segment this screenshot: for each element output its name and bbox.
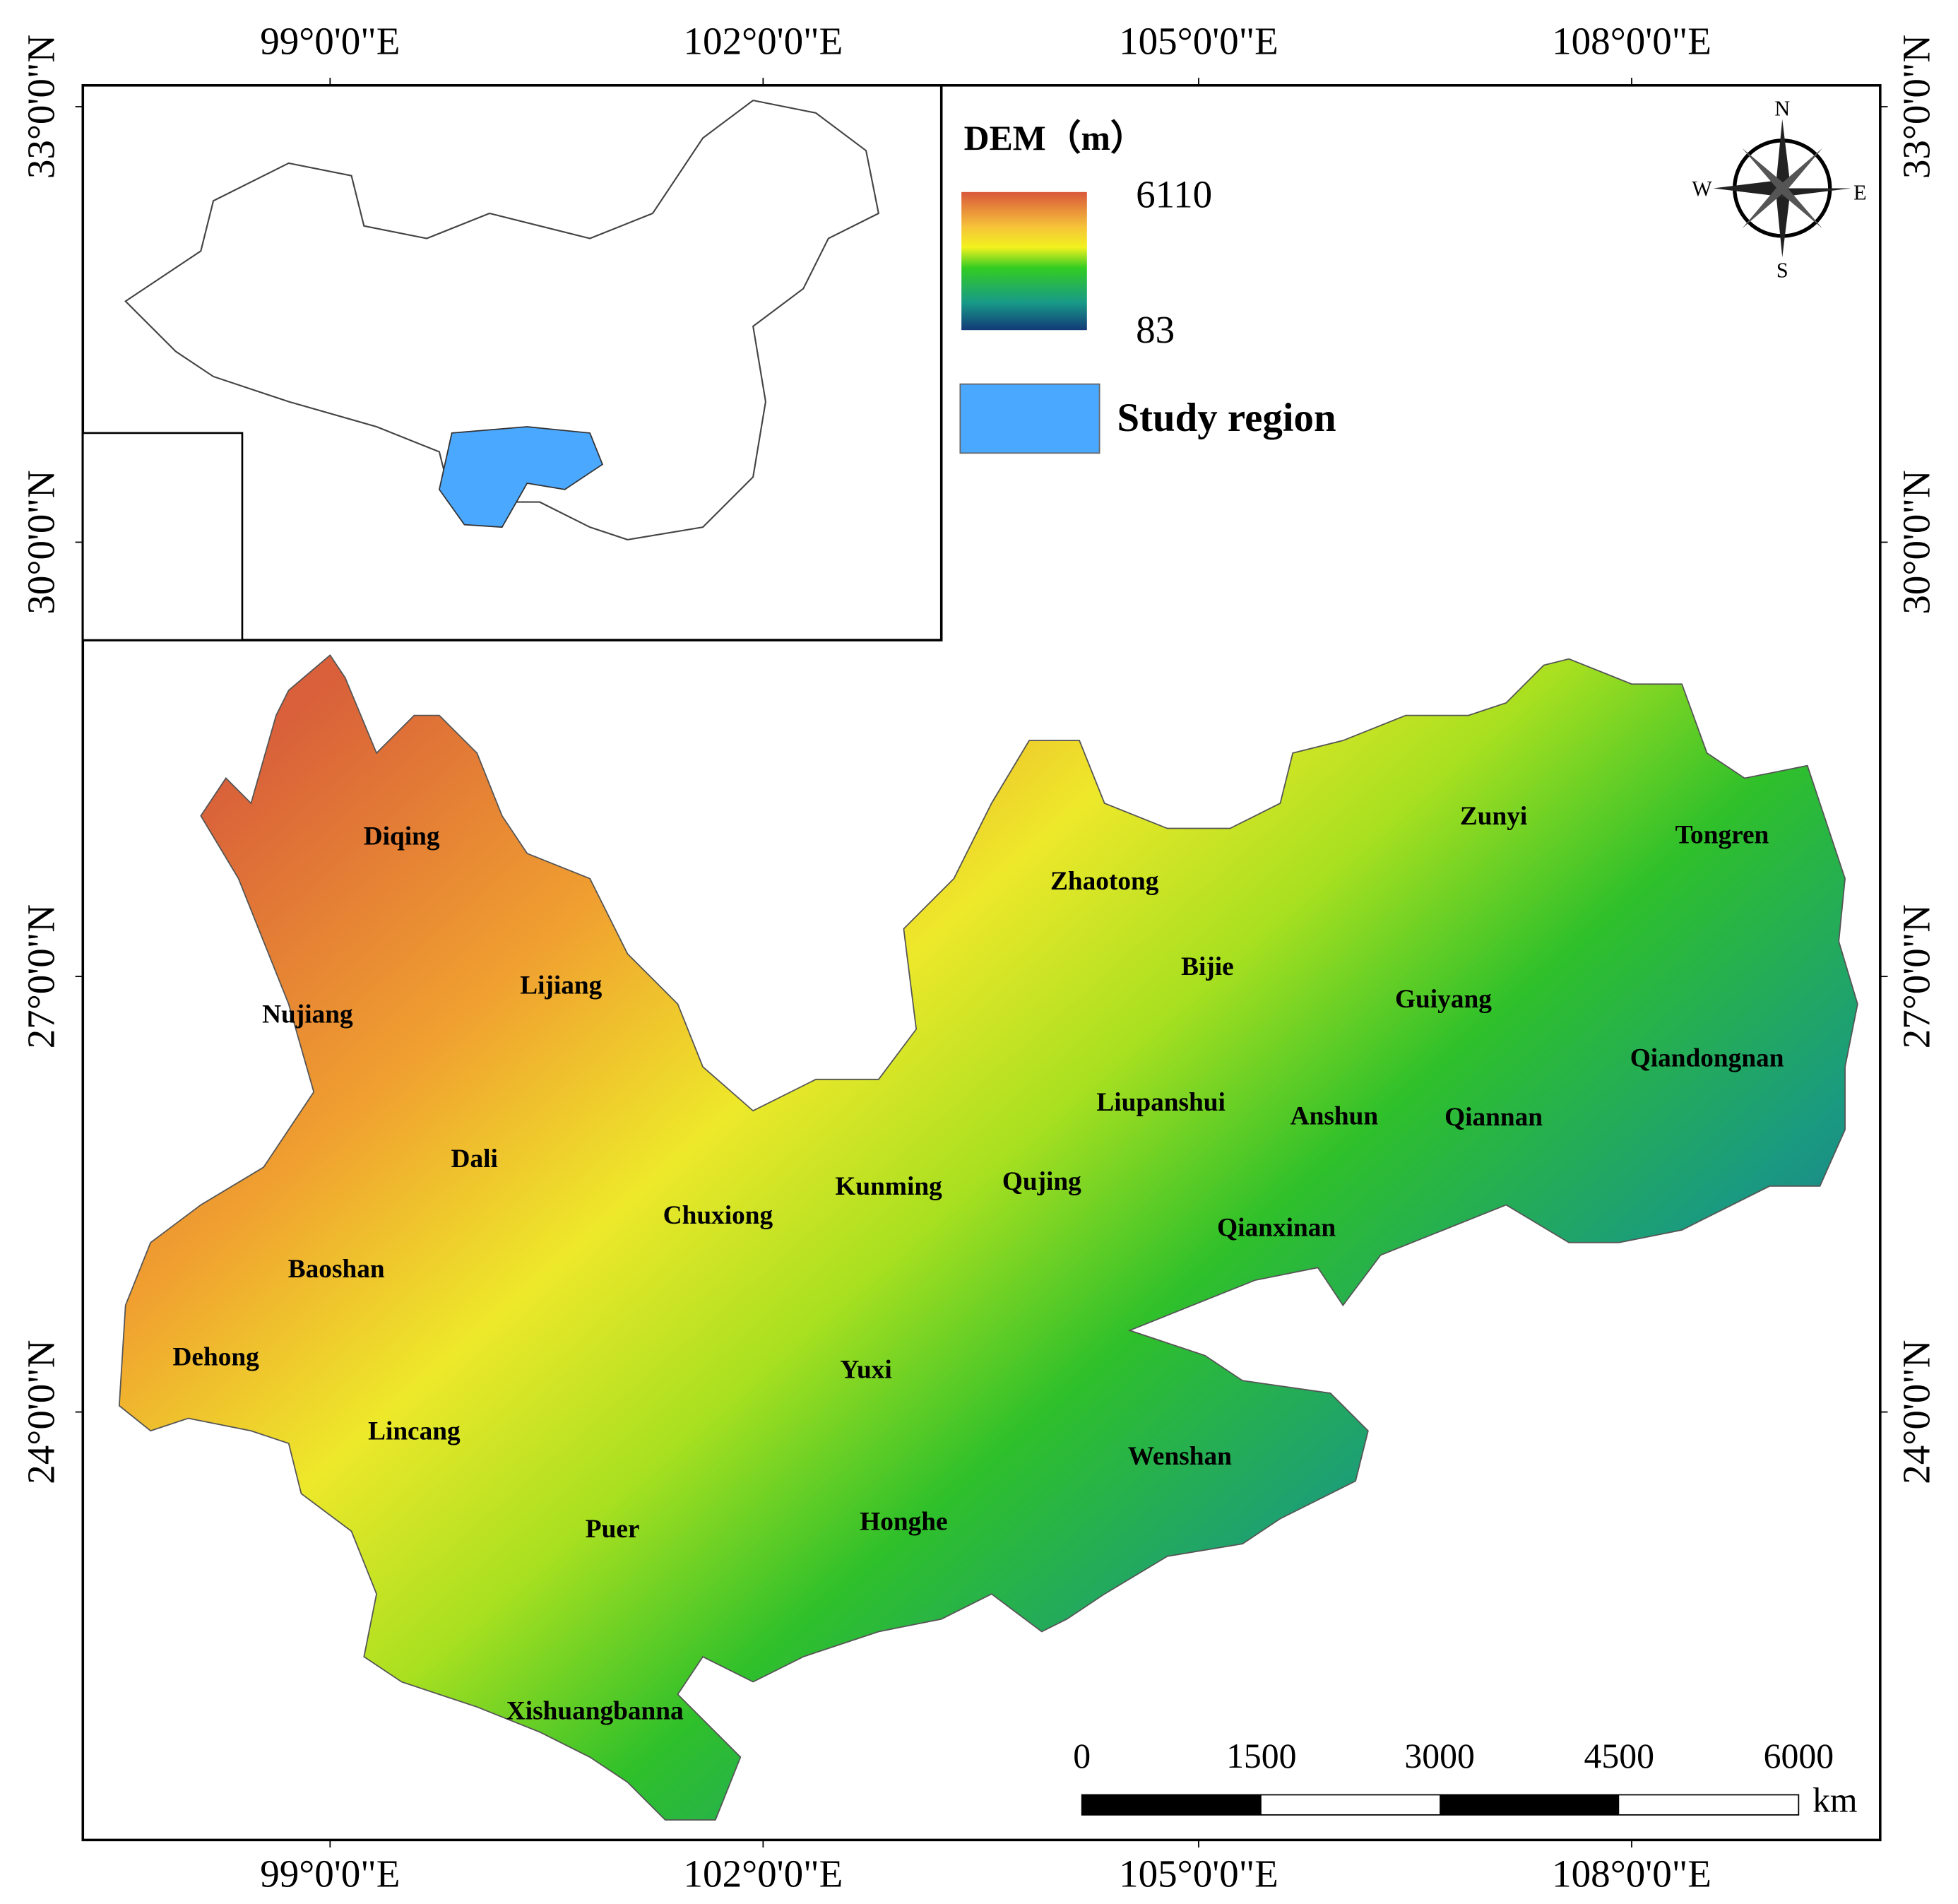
compass-needle (1774, 119, 1790, 258)
region-label: Nujiang (262, 1000, 353, 1029)
region-label: Tongren (1675, 821, 1769, 850)
lat-label-right: 27°0'0"N (1894, 904, 1938, 1048)
lat-label-right: 30°0'0"N (1894, 470, 1938, 614)
legend-min: 83 (1136, 308, 1175, 351)
region-label: Yuxi (840, 1355, 891, 1384)
inset-south-sea (81, 432, 244, 641)
lon-label-top: 99°0'0"E (260, 20, 400, 63)
region-label: Qianxinan (1217, 1214, 1336, 1243)
map-frame (81, 84, 1882, 1842)
scale-tick-label: 3000 (1404, 1737, 1474, 1775)
lat-label-right: 33°0'0"N (1894, 35, 1938, 179)
legend-study: Study region (1117, 396, 1336, 440)
lat-label-right: 24°0'0"N (1894, 1340, 1938, 1484)
region-label: Dehong (172, 1343, 259, 1372)
scale-tick-label: 1500 (1226, 1737, 1296, 1775)
region-label: Zunyi (1460, 802, 1527, 831)
region-label: Puer (586, 1515, 640, 1544)
scale-unit: km (1812, 1780, 1858, 1819)
lon-label-bottom: 102°0'0"E (683, 1852, 843, 1895)
region-label: Qiannan (1444, 1103, 1543, 1132)
study-swatch (959, 383, 1100, 454)
compass-w: W (1692, 177, 1712, 201)
compass-n: N (1774, 96, 1790, 120)
scale-segment (1440, 1794, 1620, 1815)
lat-label-left: 30°0'0"N (20, 470, 63, 614)
region-label: Dali (451, 1145, 498, 1173)
region-label: Lijiang (520, 971, 602, 1000)
region-label: Guiyang (1395, 985, 1492, 1014)
dem-ramp (961, 191, 1087, 331)
region-label: Lincang (368, 1417, 461, 1445)
compass-s: S (1776, 258, 1788, 282)
scale-tick-label: 0 (1073, 1737, 1091, 1775)
lon-label-top: 108°0'0"E (1552, 20, 1711, 63)
lon-label-top: 105°0'0"E (1119, 20, 1278, 63)
scale-segment (1081, 1794, 1262, 1815)
region-label: Diqing (364, 822, 440, 851)
compass (1713, 119, 1851, 258)
lon-label-bottom: 99°0'0"E (260, 1852, 400, 1895)
region-label: Wenshan (1128, 1442, 1232, 1471)
study-region (438, 426, 604, 528)
scale-tick-label: 4500 (1584, 1737, 1654, 1775)
region-label: Chuxiong (663, 1201, 773, 1230)
scale-tick-label: 6000 (1764, 1737, 1834, 1775)
china-outline (124, 99, 880, 541)
legend-max: 6110 (1136, 172, 1212, 215)
legend-title: DEM（m） (964, 119, 1146, 158)
terrain (118, 654, 1858, 1821)
region-label: Zhaotong (1050, 867, 1159, 896)
region-label: Bijie (1181, 952, 1234, 981)
region-label: Honghe (860, 1507, 947, 1536)
lat-label-left: 33°0'0"N (20, 35, 63, 179)
region-label: Qiandongnan (1630, 1044, 1784, 1073)
compass-needle (1742, 148, 1823, 229)
lat-label-left: 24°0'0"N (20, 1340, 63, 1484)
region-label: Qujing (1002, 1167, 1081, 1196)
region-label: Anshun (1290, 1101, 1379, 1130)
region-label: Xishuangbanna (506, 1697, 684, 1726)
region-label: Baoshan (288, 1255, 385, 1284)
lon-label-bottom: 108°0'0"E (1552, 1852, 1711, 1895)
lon-label-top: 102°0'0"E (683, 20, 843, 63)
region-label: Kunming (835, 1172, 942, 1201)
region-label: Liupanshui (1096, 1088, 1226, 1117)
lat-label-left: 27°0'0"N (20, 904, 63, 1048)
compass-e: E (1853, 180, 1866, 204)
lon-label-bottom: 105°0'0"E (1119, 1852, 1278, 1895)
